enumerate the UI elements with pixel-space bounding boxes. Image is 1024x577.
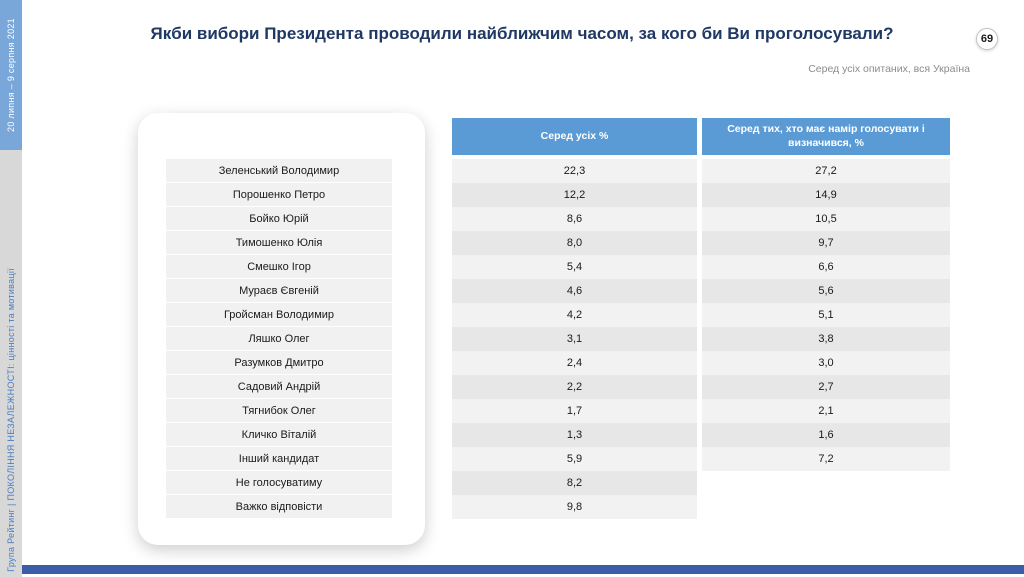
value-cell: 22,3	[452, 159, 697, 183]
value-cell-empty	[702, 471, 950, 495]
value-cell: 5,9	[452, 447, 697, 471]
sidebar-date-block: 20 липня – 9 серпня 2021	[0, 0, 22, 150]
left-sidebar: 20 липня – 9 серпня 2021 Група Рейтинг |…	[0, 0, 22, 577]
candidate-name: Бойко Юрій	[166, 207, 392, 230]
subtitle: Серед усіх опитаних, вся Україна	[808, 63, 970, 75]
value-cell: 5,4	[452, 255, 697, 279]
candidate-name: Інший кандидат	[166, 447, 392, 470]
column-decided-values: 27,2 14,9 10,5 9,7 6,6 5,6 5,1 3,8 3,0 2…	[702, 159, 950, 519]
value-cell: 1,3	[452, 423, 697, 447]
value-cell: 10,5	[702, 207, 950, 231]
value-cell: 8,2	[452, 471, 697, 495]
candidate-name: Не голосуватиму	[166, 471, 392, 494]
column-all-values: 22,3 12,2 8,6 8,0 5,4 4,6 4,2 3,1 2,4 2,…	[452, 159, 697, 519]
value-cell: 5,6	[702, 279, 950, 303]
candidate-name: Зеленський Володимир	[166, 159, 392, 182]
sidebar-date-text: 20 липня – 9 серпня 2021	[6, 18, 16, 132]
candidate-name: Важко відповісти	[166, 495, 392, 518]
column-header-all: Серед усіх %	[452, 118, 697, 155]
value-cell: 2,7	[702, 375, 950, 399]
value-cell: 7,2	[702, 447, 950, 471]
candidate-name: Тягнибок Олег	[166, 399, 392, 422]
value-cell: 12,2	[452, 183, 697, 207]
value-cell: 6,6	[702, 255, 950, 279]
sidebar-brand-block: Група Рейтинг | ПОКОЛІННЯ НЕЗАЛЕЖНОСТІ: …	[0, 150, 22, 577]
candidate-name: Смешко Ігор	[166, 255, 392, 278]
value-cell-empty	[702, 495, 950, 519]
value-cell: 3,0	[702, 351, 950, 375]
value-cell: 5,1	[702, 303, 950, 327]
sidebar-brand-text: Група Рейтинг | ПОКОЛІННЯ НЕЗАЛЕЖНОСТІ: …	[6, 268, 16, 572]
value-cell: 9,8	[452, 495, 697, 519]
value-cell: 8,0	[452, 231, 697, 255]
candidate-name: Садовий Андрій	[166, 375, 392, 398]
candidate-names-column: Зеленський Володимир Порошенко Петро Бой…	[166, 159, 392, 519]
candidate-name: Тимошенко Юлія	[166, 231, 392, 254]
candidate-name: Гройсман Володимир	[166, 303, 392, 326]
value-cell: 2,4	[452, 351, 697, 375]
candidate-name: Порошенко Петро	[166, 183, 392, 206]
candidate-name: Ляшко Олег	[166, 327, 392, 350]
column-header-decided: Серед тих, хто має намір голосувати і ви…	[702, 118, 950, 155]
value-cell: 2,2	[452, 375, 697, 399]
value-cell: 4,2	[452, 303, 697, 327]
value-cell: 27,2	[702, 159, 950, 183]
value-cell: 1,6	[702, 423, 950, 447]
value-cell: 3,1	[452, 327, 697, 351]
value-cell: 4,6	[452, 279, 697, 303]
value-cell: 8,6	[452, 207, 697, 231]
value-cell: 3,8	[702, 327, 950, 351]
page-title: Якби вибори Президента проводили найближ…	[150, 24, 894, 43]
value-cell: 14,9	[702, 183, 950, 207]
value-cell: 2,1	[702, 399, 950, 423]
page-number-badge: 69	[976, 28, 998, 50]
candidate-name: Мураєв Євгеній	[166, 279, 392, 302]
candidate-name: Кличко Віталій	[166, 423, 392, 446]
bottom-accent-bar	[22, 565, 1024, 574]
candidate-name: Разумков Дмитро	[166, 351, 392, 374]
value-cell: 1,7	[452, 399, 697, 423]
page-number: 69	[980, 33, 994, 45]
value-cell: 9,7	[702, 231, 950, 255]
